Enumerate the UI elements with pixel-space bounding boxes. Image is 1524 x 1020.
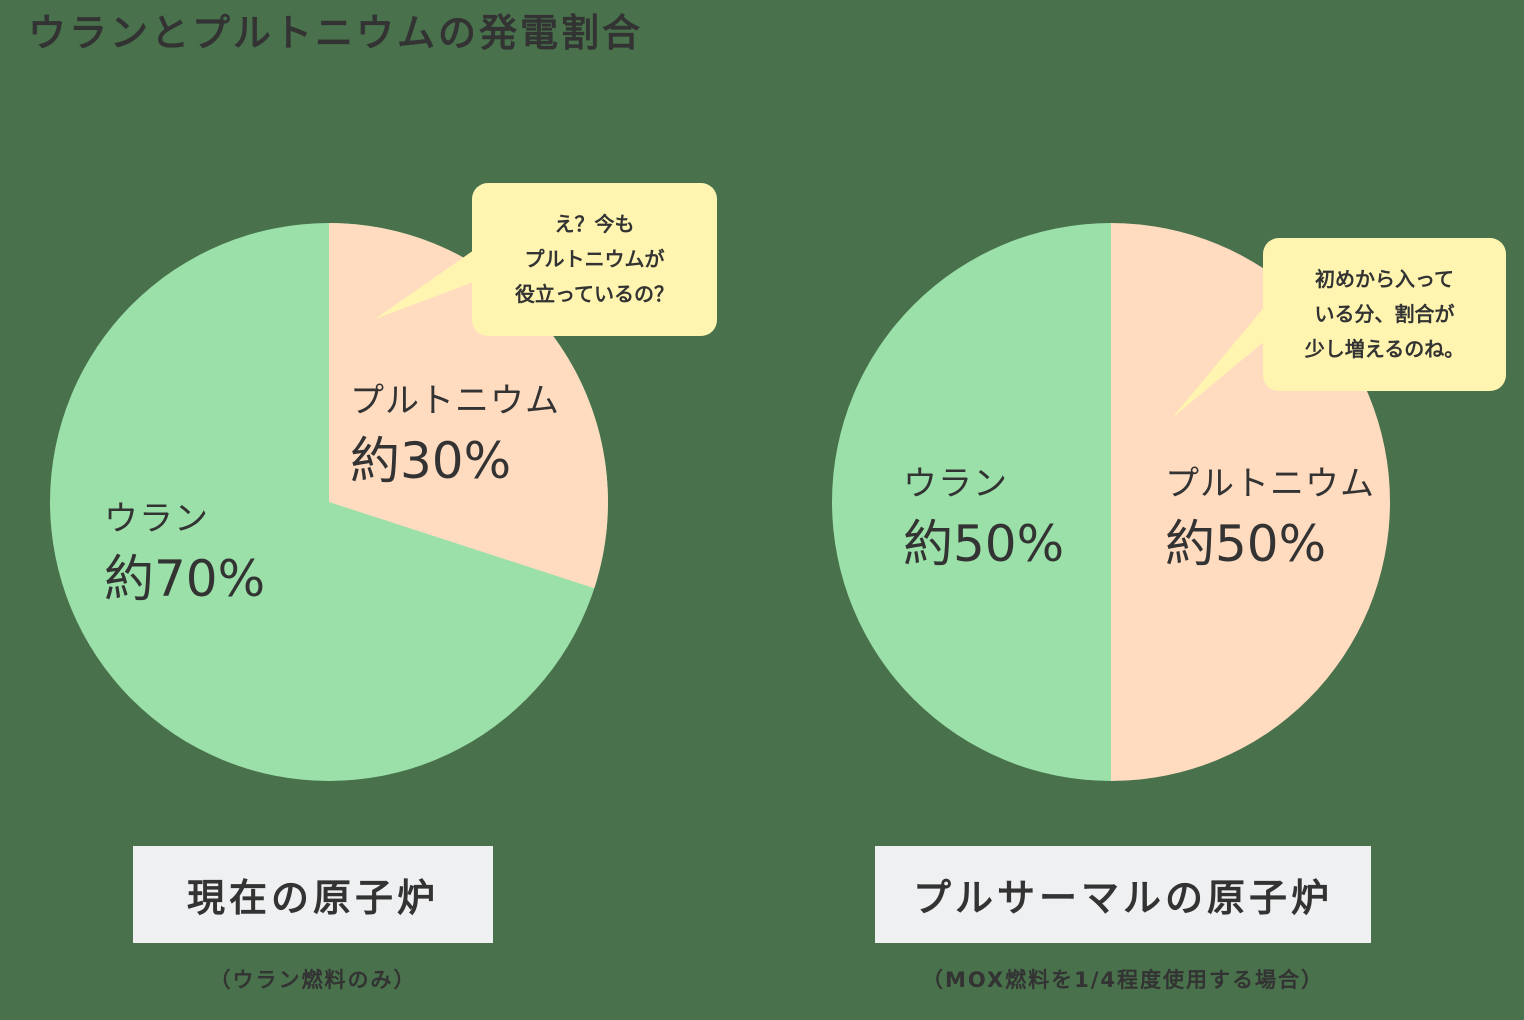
bubble-line: 役立っているの？ [515, 282, 674, 306]
caption-label: プルサーマルの原子炉 [912, 876, 1333, 920]
slice-label-plutonium: プルトニウム 約50% [1165, 467, 1375, 569]
slice-label-uranium: ウラン 約70% [104, 502, 265, 604]
slice-label-plutonium: プルトニウム 約30% [350, 384, 560, 486]
slice-percent: 約50% [903, 515, 1065, 573]
subcaption-pluthermal-reactor: （MOX燃料を1/4程度使用する場合） [921, 968, 1325, 992]
slice-name: プルトニウム [1165, 464, 1375, 504]
bubble-line: え？今も [554, 212, 635, 236]
speech-bubble: 初めから入って いる分、割合が 少し増えるのね。 [1263, 238, 1506, 391]
slice-percent: 約50% [1165, 515, 1327, 573]
caption-label: 現在の原子炉 [186, 876, 439, 920]
pie-slice-plutonium [329, 223, 608, 589]
slice-percent: 約70% [104, 550, 266, 608]
pie-chart-current [50, 223, 608, 781]
slice-label-uranium: ウラン 約50% [903, 467, 1064, 569]
caption-current-reactor: 現在の原子炉 [133, 846, 493, 943]
bubble-line: いる分、割合が [1314, 302, 1455, 326]
bubble-line: プルトニウムが [524, 247, 665, 271]
slice-name: ウラン [104, 499, 209, 539]
slice-name: プルトニウム [350, 381, 560, 421]
pie-slice-uranium [832, 223, 1111, 781]
page-title: ウランとプルトニウムの発電割合 [28, 11, 644, 55]
slice-percent: 約30% [350, 432, 512, 490]
bubble-line: 初めから入って [1315, 267, 1454, 291]
speech-bubble: え？今も プルトニウムが 役立っているの？ [472, 183, 717, 336]
bubble-line: 少し増えるのね。 [1304, 337, 1465, 361]
subcaption-current-reactor: （ウラン燃料のみ） [209, 968, 417, 992]
slice-name: ウラン [903, 464, 1008, 504]
speech-bubble-tail [1172, 305, 1266, 418]
speech-bubble-tail [375, 250, 474, 319]
caption-pluthermal-reactor: プルサーマルの原子炉 [875, 846, 1371, 943]
